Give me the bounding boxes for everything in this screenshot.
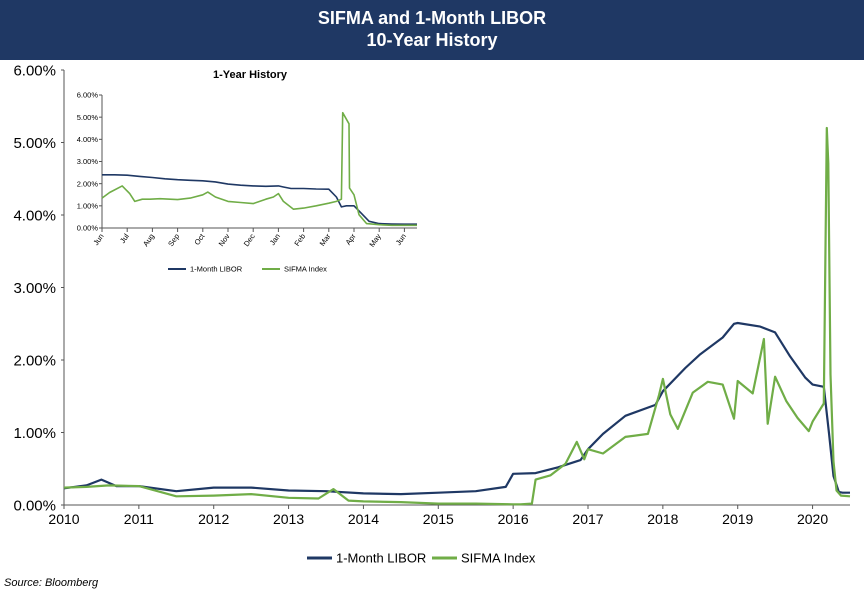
title-line-2: 10-Year History <box>366 30 498 50</box>
x-tick-label: Aug <box>141 232 156 248</box>
x-tick-label: 2017 <box>572 511 603 527</box>
x-tick-label: Dec <box>242 232 257 248</box>
inset-chart: 0.00% 1.00% 2.00% 3.00% 4.00% 5.00% 6.00% Jun Ju… <box>77 69 417 274</box>
series-line-sifma <box>101 111 417 227</box>
x-tick-label: Apr <box>344 232 358 247</box>
y-tick-label: 1.00% <box>77 201 99 210</box>
y-tick-label: 6.00% <box>13 62 56 79</box>
x-tick-label: 2018 <box>647 511 678 527</box>
y-tick-label: 2.00% <box>77 179 99 188</box>
x-tick-label: 2020 <box>797 511 828 527</box>
x-tick-label: 2013 <box>273 511 304 527</box>
x-tick-label: Jul <box>118 232 131 245</box>
x-tick-label: Sep <box>166 232 181 248</box>
title-line-1: SIFMA and 1-Month LIBOR <box>317 8 547 28</box>
series-line-libor <box>102 174 417 225</box>
legend-label-libor: 1-Month LIBOR <box>336 551 426 566</box>
series-line-libor <box>63 321 850 496</box>
x-tick-label: 2012 <box>198 511 229 527</box>
x-tick-label: 2016 <box>498 511 529 527</box>
y-tick-label: 2.00% <box>13 352 56 369</box>
legend-label-sifma: SIFMA Index <box>284 265 327 274</box>
inset-title: 1-Year History <box>213 69 288 81</box>
y-tick-label: 1.00% <box>13 425 56 442</box>
series-line-sifma <box>63 126 851 506</box>
main-legend: 1-Month LIBOR SIFMA Index <box>307 551 536 566</box>
x-tick-label: Oct <box>192 231 207 246</box>
x-tick-label: Jun <box>394 232 408 247</box>
chart-area: 0.00% 1.00% 2.00% 3.00% 4.00% 5.00% 6.00% 2010 2… <box>13 62 851 566</box>
x-tick-label: 2011 <box>124 511 154 527</box>
y-tick-label: 0.00% <box>77 224 99 233</box>
x-tick-label: Feb <box>292 232 307 248</box>
x-tick-label: May <box>367 232 383 249</box>
source-note: Source: Bloomberg <box>4 577 99 589</box>
y-tick-label: 6.00% <box>77 91 99 100</box>
main-chart: 0.00% 1.00% 2.00% 3.00% 4.00% 5.00% 6.00% 2010 2… <box>13 62 851 527</box>
x-tick-label: 2019 <box>722 511 753 527</box>
x-tick-label: 2010 <box>48 511 79 527</box>
y-tick-label: 3.00% <box>77 157 99 166</box>
y-tick-label: 5.00% <box>77 113 99 122</box>
legend-label-libor: 1-Month LIBOR <box>190 265 243 274</box>
x-tick-label: Nov <box>217 232 232 248</box>
y-tick-label: 4.00% <box>77 135 99 144</box>
y-tick-label: 5.00% <box>13 135 56 152</box>
x-tick-label: Mar <box>318 232 333 248</box>
x-tick-label: 2014 <box>348 511 379 527</box>
legend-label-sifma: SIFMA Index <box>461 551 536 566</box>
y-tick-label: 3.00% <box>13 280 56 297</box>
x-tick-label: Jan <box>268 232 282 247</box>
x-tick-label: Jun <box>91 232 105 247</box>
chart-header: SIFMA and 1-Month LIBOR 10-Year History <box>0 0 864 60</box>
x-tick-label: 2015 <box>423 511 454 527</box>
y-tick-label: 4.00% <box>13 207 56 224</box>
y-tick-label: 0.00% <box>13 497 56 514</box>
